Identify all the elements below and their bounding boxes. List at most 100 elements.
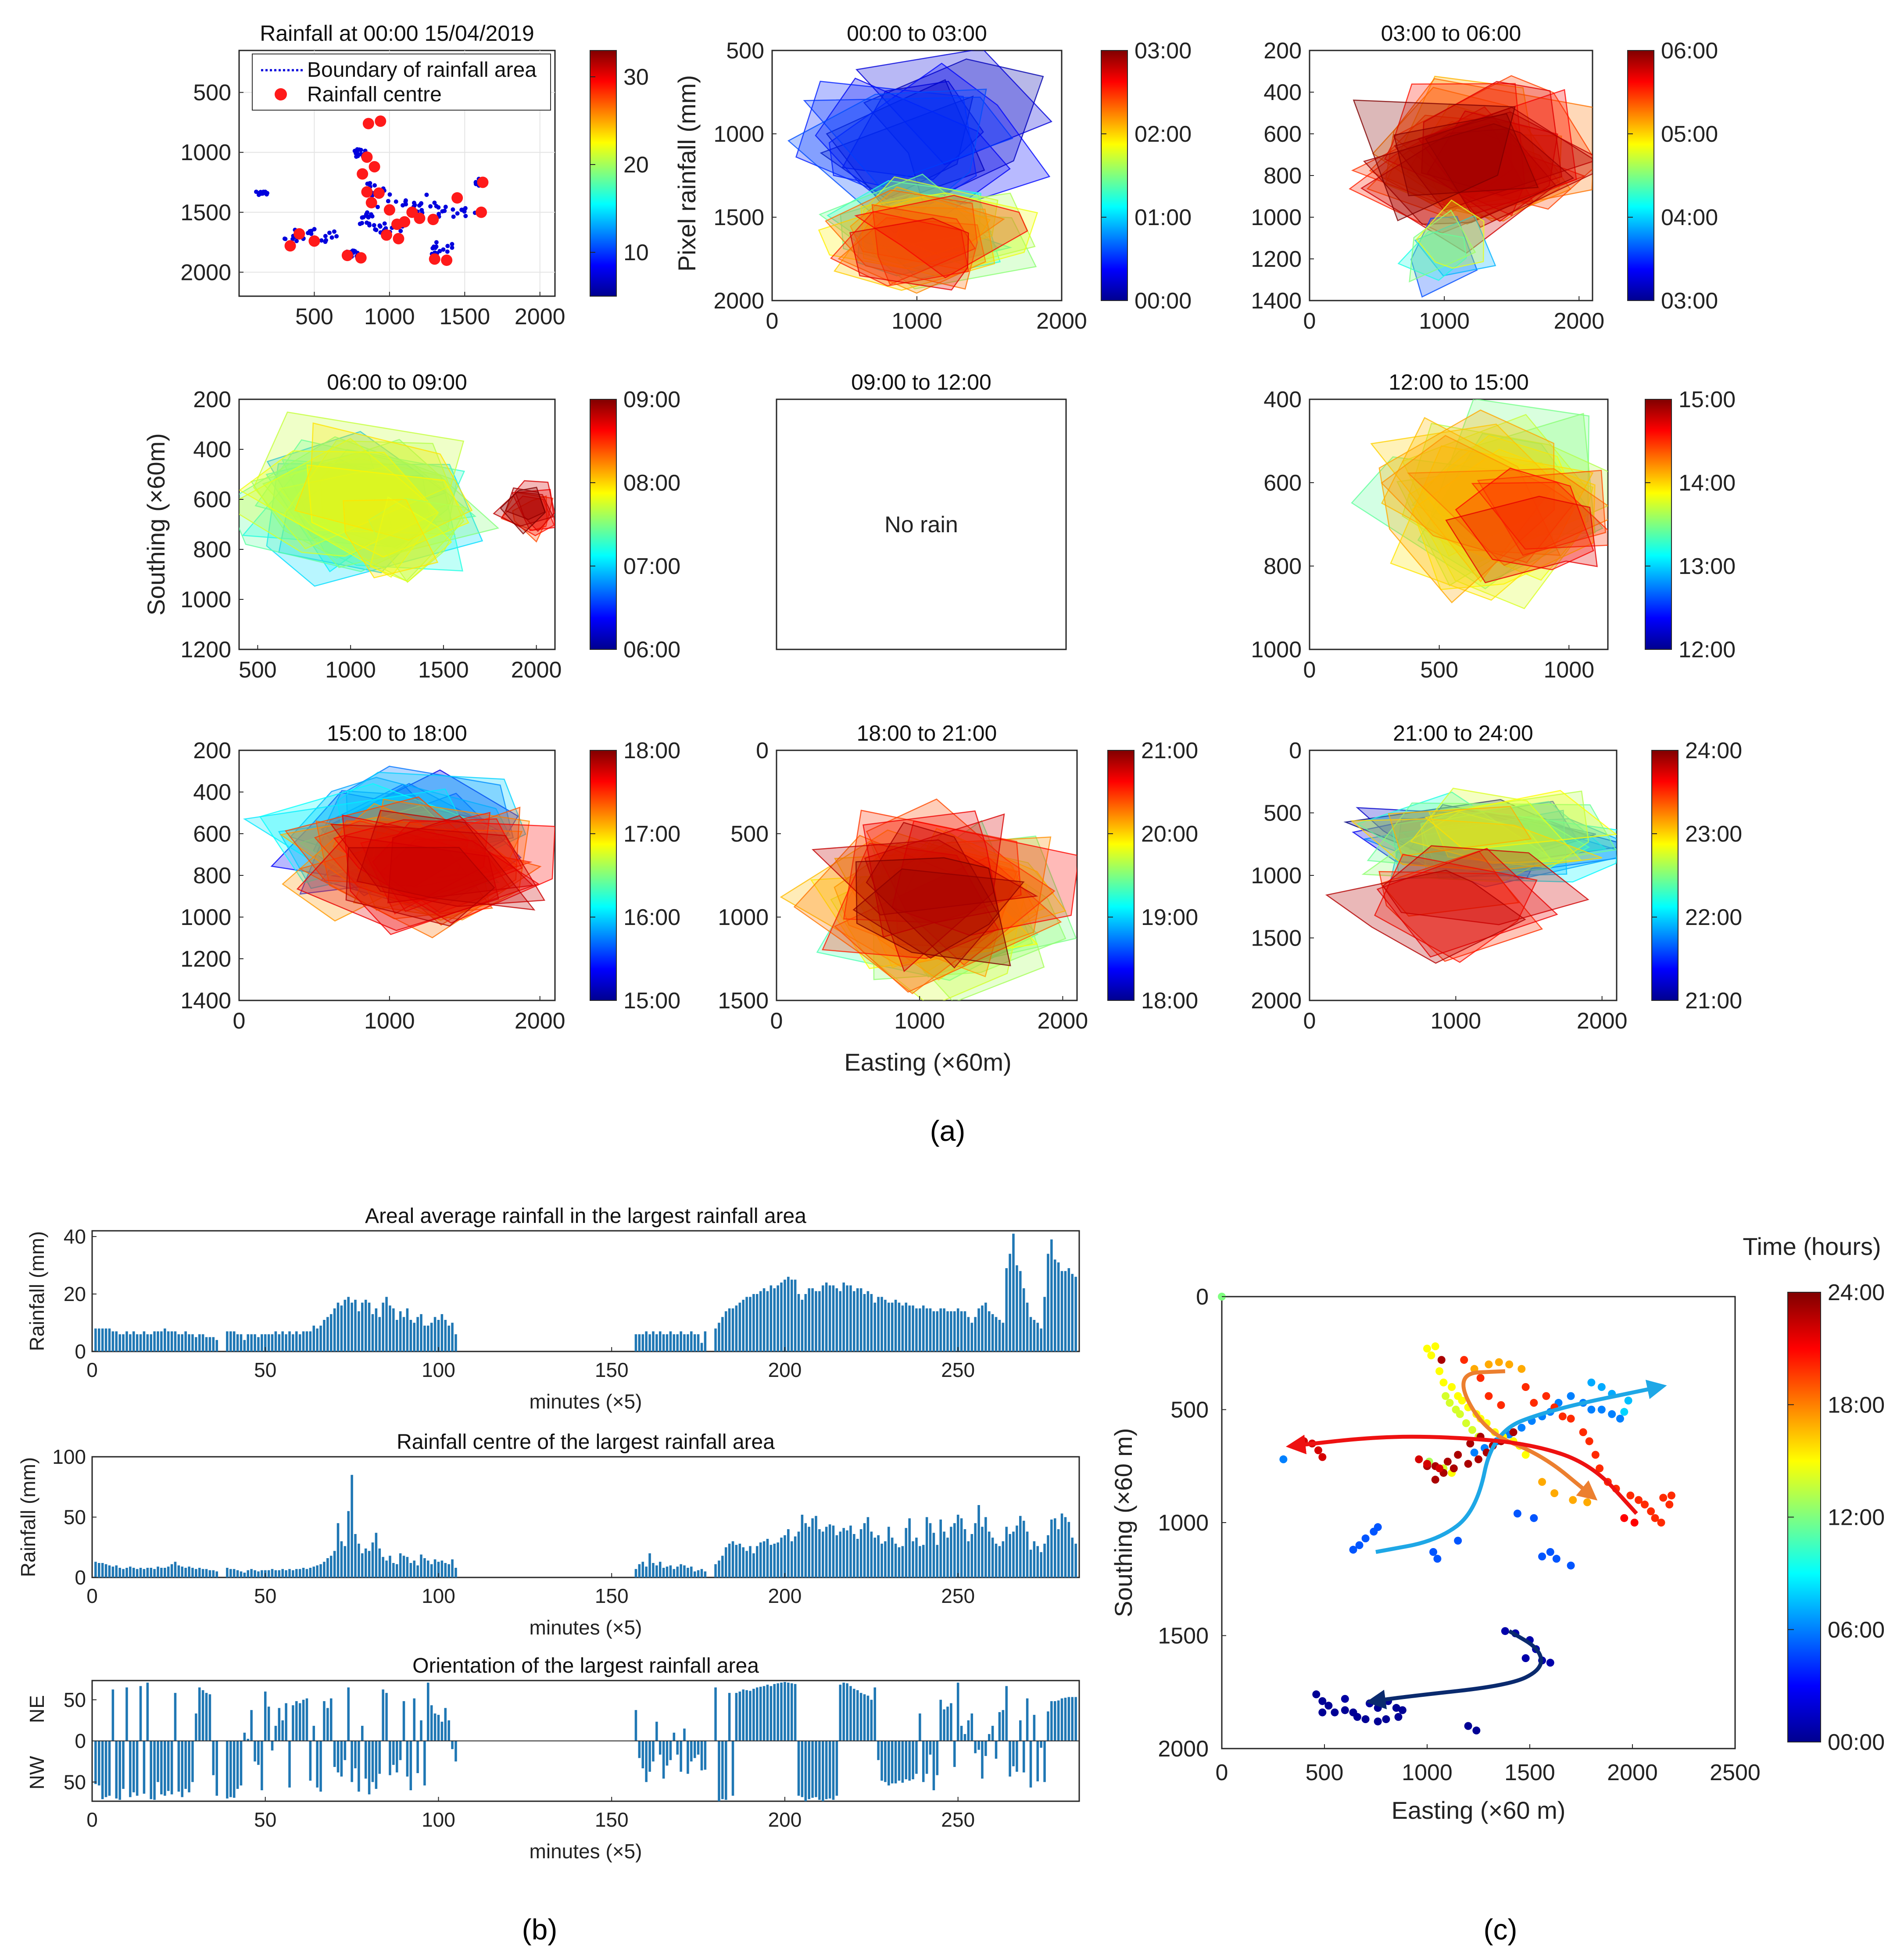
bar bbox=[749, 1297, 752, 1351]
y-tick-label: 1000 bbox=[180, 905, 231, 930]
bar bbox=[818, 1529, 821, 1577]
bar bbox=[1033, 1319, 1036, 1351]
bar bbox=[212, 1741, 215, 1775]
bar bbox=[302, 1331, 305, 1351]
bar bbox=[1053, 1701, 1056, 1741]
rain-area-polygon bbox=[828, 62, 1051, 204]
bar bbox=[312, 1726, 315, 1741]
colorbar bbox=[1651, 750, 1679, 1001]
boundary-point bbox=[294, 239, 299, 244]
bar bbox=[164, 1568, 166, 1577]
panel-a: Rainfall at 00:00 15/04/2019 Boundary of … bbox=[180, 21, 1742, 1034]
bar bbox=[908, 1518, 911, 1577]
x-tick-label: 1000 bbox=[1430, 1008, 1481, 1034]
bar bbox=[929, 1523, 932, 1577]
bar bbox=[898, 1547, 901, 1577]
bar bbox=[749, 1546, 752, 1577]
x-tick-label: 200 bbox=[768, 1808, 802, 1831]
bar bbox=[905, 1741, 908, 1779]
bar bbox=[292, 1570, 294, 1577]
panel-label-b: (b) bbox=[522, 1913, 558, 1946]
bar bbox=[984, 1741, 987, 1756]
y-tick-label: 2000 bbox=[180, 260, 231, 285]
bar bbox=[444, 1563, 447, 1577]
plot-content bbox=[780, 798, 1077, 1000]
bar bbox=[880, 1544, 883, 1577]
bar bbox=[1012, 1531, 1015, 1577]
bar bbox=[645, 1741, 648, 1782]
rain-area-polygon bbox=[1367, 802, 1617, 871]
bar bbox=[638, 1334, 641, 1351]
y-tick-label: 2000 bbox=[1158, 1736, 1209, 1762]
bar bbox=[953, 1741, 956, 1767]
bar bbox=[728, 1693, 731, 1741]
bar bbox=[143, 1331, 146, 1351]
bar bbox=[170, 1741, 173, 1795]
bar bbox=[932, 1741, 935, 1790]
bar bbox=[884, 1741, 887, 1782]
bar bbox=[288, 1569, 291, 1577]
bar bbox=[368, 1302, 371, 1351]
bar bbox=[201, 1334, 204, 1351]
bar bbox=[292, 1705, 294, 1741]
bar bbox=[849, 1285, 852, 1351]
bar bbox=[790, 1683, 793, 1741]
bar bbox=[908, 1305, 911, 1351]
bar bbox=[1047, 1535, 1049, 1577]
rainfall-centre-point bbox=[1279, 1455, 1288, 1463]
y-tick-label: 1500 bbox=[1251, 926, 1302, 951]
rain-area-polygon bbox=[852, 868, 1025, 959]
bar bbox=[368, 1551, 371, 1577]
bar bbox=[790, 1541, 793, 1577]
rain-area-polygon bbox=[265, 450, 393, 573]
bar bbox=[1057, 1700, 1060, 1741]
colorbar-tick-label: 24:00 bbox=[1828, 1280, 1885, 1305]
bar bbox=[648, 1741, 651, 1772]
bar bbox=[257, 1571, 260, 1577]
bar bbox=[215, 1340, 218, 1351]
bar bbox=[1009, 1254, 1011, 1351]
rain-area-polygon bbox=[1410, 788, 1582, 864]
bar bbox=[455, 1334, 457, 1351]
rain-area-polygon bbox=[820, 95, 974, 200]
x-tick-label: 1000 bbox=[364, 1008, 415, 1034]
y-tick-label: 50 bbox=[64, 1688, 86, 1711]
bar bbox=[1005, 1686, 1008, 1741]
bar bbox=[641, 1562, 644, 1577]
x-tick-label: 0 bbox=[86, 1584, 98, 1607]
rainfall-centre-point bbox=[1446, 1399, 1454, 1407]
bar bbox=[295, 1701, 298, 1741]
bar bbox=[988, 1531, 991, 1577]
y-tick-label: 400 bbox=[1263, 80, 1302, 105]
bar bbox=[839, 1685, 842, 1741]
bar bbox=[1043, 1544, 1046, 1577]
bar bbox=[361, 1726, 364, 1741]
bar bbox=[375, 1533, 378, 1577]
bar bbox=[1036, 1546, 1039, 1577]
bar bbox=[395, 1319, 398, 1351]
x-tick-label: 1500 bbox=[418, 657, 469, 683]
bar bbox=[981, 1527, 984, 1577]
bar bbox=[1047, 1711, 1049, 1741]
bar bbox=[295, 1569, 298, 1577]
bar bbox=[437, 1319, 440, 1351]
bar bbox=[936, 1545, 939, 1577]
bar bbox=[877, 1741, 880, 1760]
y-tick-label: 1000 bbox=[1158, 1510, 1209, 1536]
bar bbox=[998, 1319, 1001, 1351]
trajectory-plot: 0 500 1000 1500 2000 2500 0 500 1000 1500 2000 East… bbox=[1109, 1233, 1885, 1824]
boundary-point bbox=[334, 234, 339, 239]
bar bbox=[943, 1308, 945, 1351]
rainfall-centre-point bbox=[1597, 1405, 1606, 1414]
bar bbox=[298, 1569, 301, 1577]
bar bbox=[1002, 1541, 1005, 1577]
bar bbox=[358, 1311, 360, 1351]
boundary-point bbox=[424, 192, 429, 197]
bar bbox=[430, 1323, 433, 1351]
bar bbox=[340, 1541, 343, 1577]
rain-area-polygon bbox=[1378, 409, 1555, 603]
bar bbox=[326, 1708, 329, 1741]
bar bbox=[988, 1311, 991, 1351]
bar bbox=[693, 1571, 696, 1577]
boundary-point bbox=[428, 204, 433, 209]
